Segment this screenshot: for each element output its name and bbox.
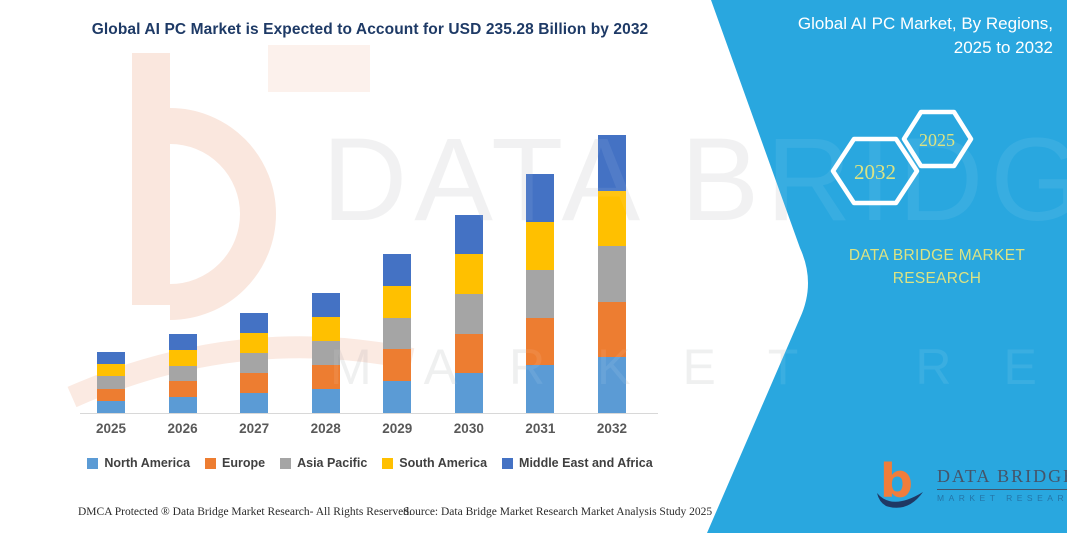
bar-segment — [240, 393, 269, 413]
panel-heading-line2: 2025 to 2032 — [953, 38, 1053, 58]
x-axis-label-2029: 2029 — [382, 421, 413, 436]
logo-title: DATA BRIDGE — [937, 466, 1067, 490]
logo-b-watermark — [67, 45, 415, 408]
data-bridge-logo-icon: b — [877, 457, 923, 508]
bar-segment — [597, 357, 626, 413]
legend-swatch — [502, 457, 514, 469]
stacked-bar-2029 — [383, 254, 412, 413]
legend-swatch — [87, 457, 99, 469]
bar-segment — [526, 269, 555, 318]
x-axis-label-2028: 2028 — [310, 421, 341, 436]
plot-area — [80, 120, 658, 414]
bar-segment — [311, 317, 340, 341]
legend-item: Europe — [205, 456, 265, 470]
bar-segment — [97, 364, 125, 377]
bar-segment — [97, 400, 125, 413]
stacked-bar-2026 — [168, 334, 197, 413]
side-panel-background — [707, 0, 1067, 533]
legend-label: Asia Pacific — [297, 456, 368, 470]
stacked-bar-2027 — [240, 312, 269, 413]
x-axis-labels: 2025 2026 2027 2028 2029 2030 2031 2032 — [80, 421, 658, 436]
chart-title: Global AI PC Market is Expected to Accou… — [91, 21, 649, 38]
bar-segment — [168, 334, 197, 350]
hexagon-2025-label: 2025 — [919, 130, 955, 150]
bar-segment — [97, 351, 125, 365]
legend-label: North America — [104, 456, 191, 470]
bar-segment — [597, 135, 626, 191]
logo-subtitle: MARKET RESEARCH — [937, 492, 1067, 503]
data-bridge-logo-text: DATA BRIDGE MARKET RESEARCH — [937, 466, 1067, 503]
brand-caption: DATA BRIDGE MARKET RESEARCH — [848, 247, 1026, 288]
bar-segment — [454, 373, 483, 413]
bar-segment — [240, 353, 269, 373]
legend-item: Asia Pacific — [280, 456, 367, 470]
bar-segment — [240, 312, 269, 333]
hexagon-2032: 2032 — [830, 136, 920, 206]
stacked-bar-2031 — [526, 174, 555, 413]
legend-item: North America — [87, 456, 190, 470]
chart-legend: North America Europe Asia Pacific South Ame… — [70, 456, 670, 470]
svg-text:b: b — [880, 457, 913, 508]
bar-segment — [454, 214, 483, 255]
year-hexagons: 2032 2025 — [830, 109, 974, 206]
hexagon-2032-label: 2032 — [854, 160, 896, 184]
bar-segment — [526, 222, 555, 270]
bar-segment — [311, 365, 340, 389]
bar-segment — [311, 341, 340, 365]
footer-source: Source: Data Bridge Market Research Mark… — [403, 506, 713, 518]
panel-heading-line1: Global AI PC Market, By Regions, — [797, 14, 1053, 33]
x-axis-label-2032: 2032 — [596, 421, 627, 436]
footer-copyright: DMCA Protected ® Data Bridge Market Rese… — [78, 506, 412, 518]
legend-label: Middle East and Africa — [519, 456, 653, 470]
x-axis-label-2026: 2026 — [167, 421, 198, 436]
legend-label: Europe — [222, 456, 266, 470]
bar-segment — [383, 317, 412, 350]
stacked-bar-2028 — [311, 293, 340, 413]
legend-label: South America — [399, 456, 488, 470]
stacked-bar-2030 — [454, 214, 483, 413]
data-bridge-logo: b DATA BRIDGE MARKET RESEARCH — [876, 457, 1067, 511]
stacked-bar-2025 — [97, 351, 125, 413]
x-axis-label-2030: 2030 — [453, 421, 484, 436]
hexagon-2025: 2025 — [901, 109, 974, 169]
bar-segment — [311, 389, 340, 413]
panel-heading: Global AI PC Market, By Regions, 2025 to… — [773, 12, 1053, 60]
legend-item: Middle East and Africa — [502, 456, 653, 470]
bar-segment — [454, 254, 483, 294]
bar-segment — [240, 373, 269, 393]
bar-segment — [168, 349, 197, 366]
x-axis-label-2031: 2031 — [525, 421, 556, 436]
bar-segment — [383, 285, 412, 318]
stacked-bar-2032 — [597, 135, 626, 413]
bar-segment — [97, 376, 125, 389]
legend-swatch — [205, 457, 217, 469]
bar-segment — [383, 254, 412, 286]
legend-item: South America — [382, 456, 487, 470]
bar-segment — [168, 381, 197, 398]
bar-segment — [597, 301, 626, 358]
bar-segment — [454, 333, 483, 374]
bar-segment — [97, 388, 125, 401]
bar-segment — [383, 349, 412, 382]
legend-swatch — [280, 457, 292, 469]
bar-segment — [526, 365, 555, 413]
bar-segment — [240, 333, 269, 353]
bar-segment — [597, 246, 626, 302]
x-axis-label-2025: 2025 — [95, 421, 127, 436]
x-axis-label-2027: 2027 — [239, 421, 270, 436]
bar-segment — [526, 174, 555, 223]
bar-segment — [311, 293, 340, 317]
bar-segment — [383, 381, 412, 413]
legend-swatch — [382, 457, 394, 469]
bar-segment — [168, 365, 197, 382]
bar-segment — [454, 293, 483, 334]
bar-segment — [597, 190, 626, 247]
bar-segment — [168, 397, 197, 413]
bar-segment — [526, 317, 555, 366]
